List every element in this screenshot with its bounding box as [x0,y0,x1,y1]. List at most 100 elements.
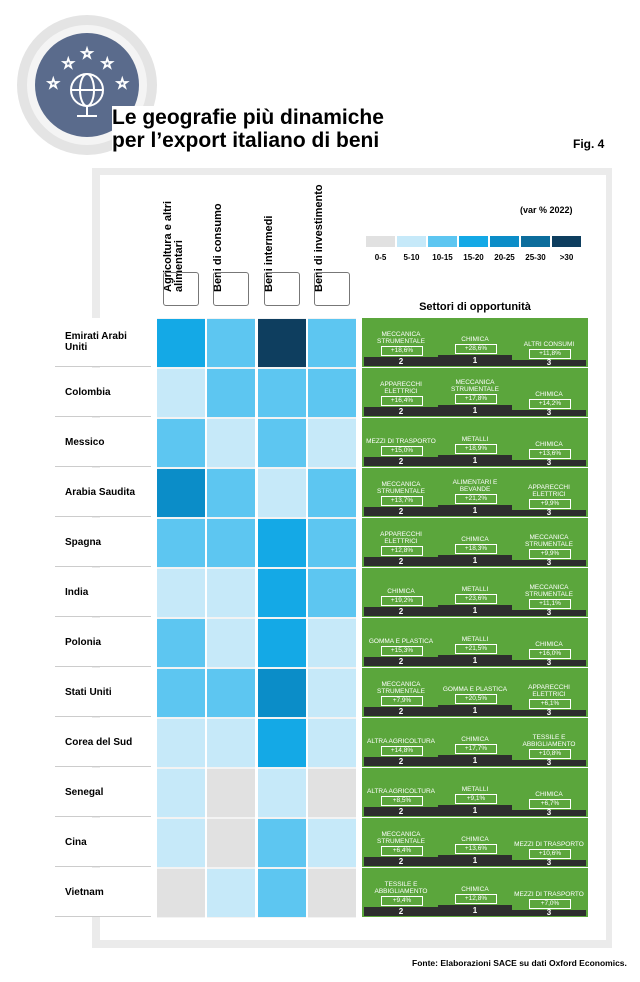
sector-value: +10,8% [529,749,571,759]
sector-name-text: CHIMICA [535,441,563,448]
svg-text:☆: ☆ [62,55,75,71]
sector-name: MEZZI DI TRASPORTO [512,821,586,848]
sector-name-text: METALLI [461,436,489,443]
country-label: India [65,586,89,598]
podium-step: 2 [364,557,438,566]
sector-name: METALLI [438,621,512,643]
sector-name-text: TESSILE E ABBIGLIAMENTO [522,734,576,748]
sector-value: +15,3% [381,646,423,656]
podium-step: 2 [364,357,438,366]
heat-cell [207,869,255,917]
sector-name-text: MECCANICA STRUMENTALE [451,379,499,393]
country-label: Messico [65,436,105,448]
podium-step: 1 [438,405,512,416]
legend-label: 15-20 [463,253,484,262]
heat-cell [308,819,356,867]
podium-step: 3 [512,859,586,867]
sector-name: CHIMICA [512,421,586,448]
sector-value: +9,9% [529,549,571,559]
heat-cell [207,819,255,867]
heat-cell [258,519,306,567]
heat-cell [308,519,356,567]
podium-step: 1 [438,505,512,516]
svg-text:☆: ☆ [101,55,114,71]
sector-value: +6,7% [529,799,571,809]
country-label: Cina [65,836,87,848]
sector-value: +18,6% [381,346,423,356]
podium-step: 1 [438,555,512,566]
heat-cell [157,719,205,767]
row-separator [362,917,588,918]
country-label: Arabia Saudita [65,486,136,498]
heat-cell [207,519,255,567]
sector-name-text: MECCANICA STRUMENTALE [377,481,425,495]
sector-name: METALLI [438,421,512,443]
column-icon [314,272,350,306]
heat-cell [258,419,306,467]
sector-value: +23,6% [455,594,497,604]
country-label: Emirati Arabi Uniti [65,331,127,353]
sector-name: CHIMICA [438,871,512,893]
sector-value: +11,8% [529,349,571,359]
sector-name-text: MECCANICA STRUMENTALE [377,331,425,345]
sector-value: +9,9% [529,499,571,509]
row-separator [362,817,588,818]
heat-cell [258,669,306,717]
sector-value: +9,4% [381,896,423,906]
sector-name-text: METALLI [461,786,489,793]
sector-name: MEZZI DI TRASPORTO [364,421,438,445]
sector-name-text: APPARECCHI ELETTRICI [380,531,422,545]
sector-value: +10,6% [529,849,571,859]
country-label: Polonia [65,636,102,648]
sector-value: +28,6% [455,344,497,354]
row-separator [362,617,588,618]
heat-cell [157,819,205,867]
sector-name-text: CHIMICA [535,791,563,798]
sector-name-text: APPARECCHI ELETTRICI [528,484,570,498]
row-separator [362,367,588,368]
sector-name-text: MECCANICA STRUMENTALE [525,584,573,598]
sector-name: CHIMICA [438,821,512,843]
country-label: Corea del Sud [65,736,133,748]
podium-step: 1 [438,855,512,866]
heat-cell [157,869,205,917]
sector-value: +8,5% [381,796,423,806]
row-label-box [55,668,151,717]
row-label-box [55,618,151,667]
heat-cell [157,769,205,817]
row-separator [362,767,588,768]
sector-name-text: MECCANICA STRUMENTALE [525,534,573,548]
sector-value: +17,8% [455,394,497,404]
sector-name-text: CHIMICA [461,836,489,843]
row-separator [362,467,588,468]
legend-swatch [552,236,581,247]
sector-name-text: CHIMICA [535,391,563,398]
heat-cell [308,869,356,917]
sector-name: APPARECCHI ELETTRICI [512,471,586,498]
sector-value: +21,2% [455,494,497,504]
sector-name-text: ALTRI CONSUMI [523,341,575,348]
sector-name: GOMMA E PLASTICA [364,621,438,645]
sector-name-text: ALIMENTARI E BEVANDE [452,479,498,493]
svg-text:☆: ☆ [47,75,60,91]
row-label-box [55,468,151,517]
row-label-box [55,368,151,417]
podium-step: 2 [364,857,438,866]
podium-step: 2 [364,807,438,816]
heat-cell [157,619,205,667]
country-label: Vietnam [65,886,104,898]
row-label-box [55,418,151,467]
sector-value: +19,2% [381,596,423,606]
podium-step: 2 [364,407,438,416]
legend-label: 5-10 [403,253,420,262]
sector-name-text: ALTRA AGRICOLTURA [366,738,436,745]
sector-name-text: APPARECCHI ELETTRICI [380,381,422,395]
column-bg [207,318,255,918]
heat-cell [258,369,306,417]
sector-value: +21,5% [455,644,497,654]
heat-cell [308,669,356,717]
sector-value: +16,4% [381,396,423,406]
podium-step: 1 [438,355,512,366]
podium-step: 1 [438,455,512,466]
